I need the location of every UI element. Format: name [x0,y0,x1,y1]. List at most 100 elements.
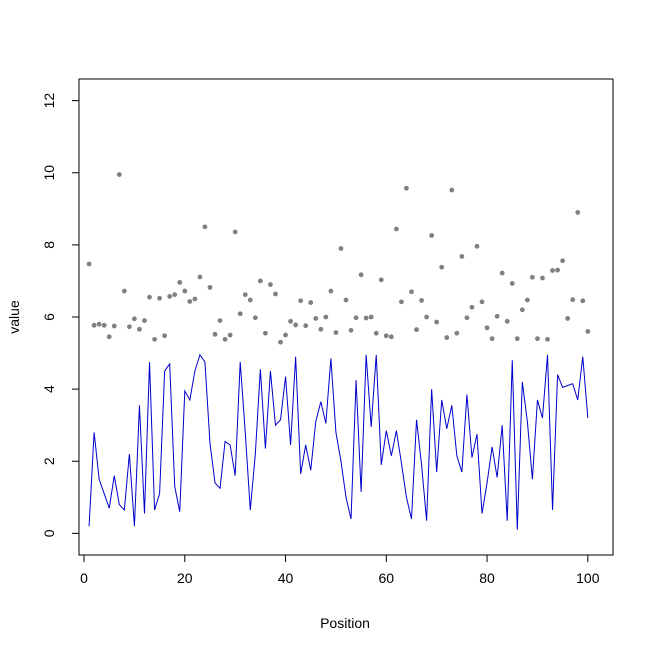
data-point [197,274,203,280]
data-point [278,339,283,345]
data-point [142,318,147,324]
data-point [399,299,404,305]
data-point [242,292,248,298]
data-point [177,279,183,285]
data-point [383,333,389,339]
data-point [212,331,218,337]
data-point [162,333,168,339]
data-point [222,336,228,342]
y-tick-label: 6 [41,313,57,321]
data-point [121,288,127,294]
data-point [106,334,112,340]
y-tick-label: 10 [41,165,57,181]
data-point [353,315,359,321]
data-point [514,336,520,342]
data-point [535,336,540,342]
data-point [308,300,314,305]
plot-frame [78,78,614,556]
data-point [152,336,157,342]
data-point [96,321,102,327]
x-tick-label: 80 [479,570,495,586]
data-point [116,172,122,177]
data-point [333,330,339,335]
data-point [454,330,460,336]
y-tick-label: 12 [41,93,57,109]
data-point [147,294,152,300]
data-point [414,327,419,333]
data-point [232,229,238,235]
data-point [434,319,440,325]
data-point [580,298,586,304]
data-point [363,315,369,321]
data-point [273,291,278,297]
data-line [88,353,589,530]
data-point [555,267,560,273]
data-point [111,323,117,329]
data-point [247,297,253,303]
data-point [252,315,258,321]
x-tick-label: 100 [576,570,600,586]
x-axis: 0 20 40 60 80 100 [80,554,600,586]
y-tick-label: 0 [41,529,57,537]
data-point [479,299,485,305]
data-point [570,297,576,303]
y-tick-label: 4 [41,385,57,393]
data-point [530,274,535,280]
data-point [237,311,243,317]
data-point [419,298,424,303]
y-axis-label: value [6,300,22,334]
data-point [313,316,319,321]
data-point [187,299,193,304]
data-point [540,275,545,281]
data-point [268,282,273,287]
data-point [132,316,137,322]
data-point [575,210,581,215]
data-point [257,278,263,284]
data-point [484,325,490,331]
data-point [172,292,178,298]
data-point [303,323,309,329]
data-point [182,288,188,294]
data-point [545,336,550,342]
data-point [474,243,480,249]
x-tick-label: 40 [278,570,294,586]
data-point [126,324,132,330]
data-point [343,297,349,303]
data-point [509,281,515,286]
data-point [283,332,288,338]
y-axis: 0 2 4 6 8 10 12 [41,93,80,537]
data-point [469,304,475,310]
data-point [519,307,525,313]
y-tick-label: 2 [41,457,57,465]
data-point [368,314,374,320]
data-point [192,296,198,302]
data-point [167,294,173,299]
data-point [101,322,107,328]
data-point [373,330,379,336]
x-tick-label: 0 [80,570,88,586]
data-point [263,330,268,336]
y-tick-label: 8 [41,241,57,249]
data-point [429,233,435,238]
data-point [459,254,465,259]
series-layer [86,172,591,530]
data-point [424,314,429,320]
data-point [217,318,223,324]
data-point [565,316,571,321]
data-point [137,326,142,332]
data-point [86,261,92,267]
data-point [409,289,414,295]
data-point [524,297,530,303]
data-point [338,246,344,251]
data-point [227,332,233,338]
data-point [318,326,324,332]
x-tick-label: 20 [177,570,193,586]
x-axis-label: Position [320,615,370,631]
data-point [358,272,364,278]
data-point [489,336,495,342]
data-point [298,298,304,304]
data-point [494,313,500,319]
x-tick-label: 60 [379,570,395,586]
data-point [393,226,399,232]
